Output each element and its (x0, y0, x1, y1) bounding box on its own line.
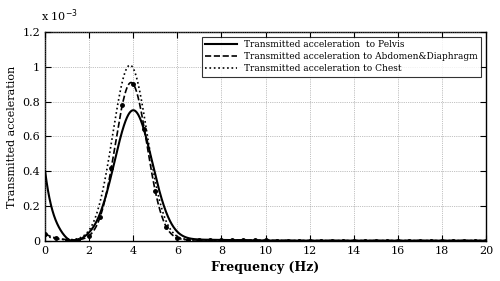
Transmitted acceleration to Abdomen&Diaphragm (42, 232, 48, 235)
Transmitted acceleration  to Pelvis (228, 238, 234, 242)
Transmitted acceleration to Chest (470, 239, 476, 242)
Transmitted acceleration  to Pelvis (252, 239, 258, 242)
Transmitted acceleration  to Pelvis (42, 169, 48, 173)
Transmitted acceleration  to Pelvis (448, 239, 454, 242)
Line: Transmitted acceleration to Abdomen&Diaphragm: Transmitted acceleration to Abdomen&Diap… (45, 83, 486, 241)
Transmitted acceleration to Abdomen&Diaphragm (231, 238, 237, 242)
Legend: Transmitted acceleration  to Pelvis, Transmitted acceleration to Abdomen&Diaphra: Transmitted acceleration to Pelvis, Tran… (202, 37, 481, 77)
Transmitted acceleration to Abdomen&Diaphragm (362, 239, 368, 242)
Y-axis label: Transmitted acceleration: Transmitted acceleration (7, 65, 17, 208)
Transmitted acceleration  to Pelvis (231, 239, 237, 242)
Transmitted acceleration to Abdomen&Diaphragm (448, 239, 454, 242)
Transmitted acceleration to Chest (228, 239, 234, 242)
Transmitted acceleration to Chest (252, 239, 258, 242)
Transmitted acceleration  to Pelvis (130, 108, 136, 112)
Transmitted acceleration  to Pelvis (362, 239, 368, 242)
Transmitted acceleration to Chest (231, 239, 237, 242)
Transmitted acceleration to Chest (42, 234, 48, 237)
Transmitted acceleration  to Pelvis (483, 239, 489, 242)
Transmitted acceleration  to Pelvis (68, 239, 73, 242)
Transmitted acceleration to Abdomen&Diaphragm (228, 238, 234, 242)
Transmitted acceleration to Abdomen&Diaphragm (252, 239, 258, 242)
Transmitted acceleration to Abdomen&Diaphragm (483, 239, 489, 242)
Transmitted acceleration to Chest (127, 64, 133, 67)
Transmitted acceleration to Abdomen&Diaphragm (470, 239, 476, 242)
Transmitted acceleration to Chest (448, 239, 454, 242)
Transmitted acceleration to Abdomen&Diaphragm (128, 81, 134, 84)
Line: Transmitted acceleration  to Pelvis: Transmitted acceleration to Pelvis (45, 110, 486, 241)
Transmitted acceleration to Chest (483, 239, 489, 242)
Transmitted acceleration  to Pelvis (470, 239, 476, 242)
Line: Transmitted acceleration to Chest: Transmitted acceleration to Chest (45, 65, 486, 241)
Text: x 10$^{-3}$: x 10$^{-3}$ (40, 7, 78, 24)
Transmitted acceleration to Chest (362, 239, 368, 242)
X-axis label: Frequency (Hz): Frequency (Hz) (212, 261, 320, 274)
